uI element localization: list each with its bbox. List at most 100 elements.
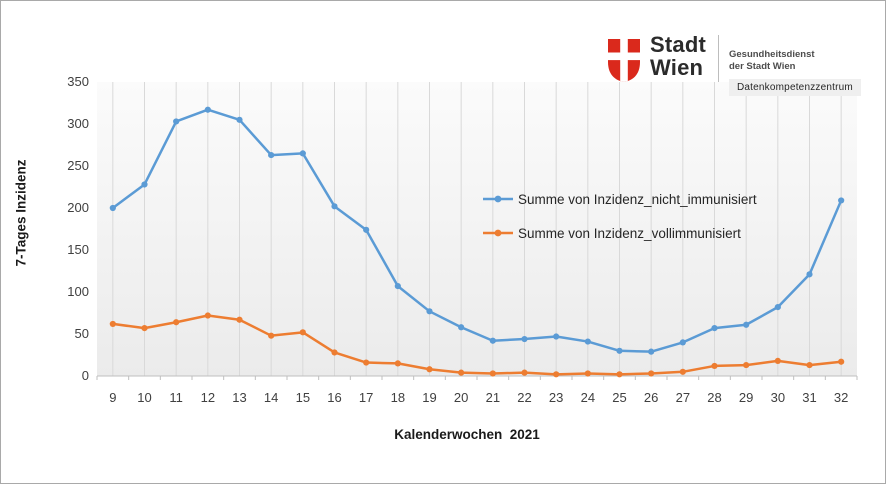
x-tick-label: 28 xyxy=(707,390,722,405)
data-point-marker xyxy=(553,333,560,340)
y-tick-label: 200 xyxy=(67,200,89,215)
legend-item-nicht-immunisiert: Summe von Inzidenz_nicht_immunisiert xyxy=(483,189,757,209)
data-point-marker xyxy=(679,368,686,375)
logo-subtitle-line-2: der Stadt Wien xyxy=(729,61,796,72)
wien-shield-icon xyxy=(608,39,640,82)
data-point-marker xyxy=(489,337,496,344)
x-tick-label: 17 xyxy=(358,390,374,405)
x-tick-label: 12 xyxy=(200,390,216,405)
logo-subtitle: Gesundheitsdienst der Stadt Wien xyxy=(729,49,861,73)
brand-line-1: Stadt xyxy=(650,32,706,57)
data-point-marker xyxy=(363,359,370,366)
data-point-marker xyxy=(743,321,750,328)
data-point-marker xyxy=(109,204,116,212)
x-tick-label: 16 xyxy=(327,390,342,405)
legend-line-marker-icon xyxy=(483,195,513,203)
data-point-marker xyxy=(236,116,243,123)
y-tick-label: 0 xyxy=(81,368,89,383)
data-point-marker xyxy=(394,283,401,290)
y-tick-label: 150 xyxy=(67,242,89,257)
data-point-marker xyxy=(838,358,845,365)
chart-legend: Summe von Inzidenz_nicht_immunisiert Sum… xyxy=(483,189,757,257)
x-tick-label: 15 xyxy=(295,390,311,405)
data-point-marker xyxy=(173,319,180,326)
legend-line-marker-icon xyxy=(483,229,513,237)
x-tick-label: 22 xyxy=(517,390,532,405)
x-tick-label: 32 xyxy=(833,390,849,405)
data-point-marker xyxy=(299,329,306,336)
logo-subtitle-line-1: Gesundheitsdienst xyxy=(729,49,815,60)
data-point-marker xyxy=(394,360,401,367)
data-point-marker xyxy=(616,347,623,354)
legend-label: Summe von Inzidenz_vollimmunisiert xyxy=(518,225,741,241)
data-point-marker xyxy=(458,369,465,376)
data-point-marker xyxy=(616,371,623,378)
brand-line-2: Wien xyxy=(650,55,704,80)
logo-badge: Datenkompetenzzentrum xyxy=(729,79,861,96)
series-line-1 xyxy=(111,314,843,376)
x-tick-label: 23 xyxy=(548,390,564,405)
x-tick-label: 31 xyxy=(802,390,817,405)
x-tick-label: 24 xyxy=(580,390,596,405)
series-line-0 xyxy=(111,108,843,353)
data-point-marker xyxy=(236,316,243,323)
y-tick-label: 50 xyxy=(74,326,89,341)
x-tick-label: 27 xyxy=(675,390,691,405)
data-point-marker xyxy=(299,150,306,157)
x-axis-title: Kalenderwochen 2021 xyxy=(394,427,540,442)
data-point-marker xyxy=(173,118,180,125)
x-tick-label: 29 xyxy=(738,390,754,405)
data-point-marker xyxy=(521,369,528,376)
data-point-marker xyxy=(806,271,813,278)
data-point-marker xyxy=(774,304,781,311)
data-point-marker xyxy=(584,370,591,377)
data-point-marker xyxy=(838,197,845,204)
x-tick-label: 21 xyxy=(485,390,501,405)
legend-label: Summe von Inzidenz_nicht_immunisiert xyxy=(518,191,757,207)
data-point-marker xyxy=(774,357,781,364)
data-point-marker xyxy=(679,339,686,346)
data-point-marker xyxy=(331,349,338,356)
data-point-marker xyxy=(268,151,275,159)
data-point-marker xyxy=(553,371,560,378)
x-tick-label: 25 xyxy=(612,390,627,405)
data-point-marker xyxy=(363,226,370,233)
data-point-marker xyxy=(711,325,718,332)
data-point-marker xyxy=(268,332,275,339)
y-tick-label: 250 xyxy=(67,158,89,173)
x-tick-label: 13 xyxy=(232,390,247,405)
data-point-marker xyxy=(109,320,116,328)
x-tick-label: 30 xyxy=(770,390,786,405)
data-point-marker xyxy=(141,181,148,188)
x-tick-label: 9 xyxy=(109,390,117,405)
data-point-marker xyxy=(648,348,655,355)
brand-wordmark: Stadt Wien xyxy=(650,33,706,79)
data-point-marker xyxy=(204,106,211,113)
data-point-marker xyxy=(648,370,655,377)
data-point-marker xyxy=(806,361,813,369)
data-point-marker xyxy=(458,324,465,331)
x-tick-label: 10 xyxy=(137,390,152,405)
data-point-marker xyxy=(204,312,211,319)
data-point-marker xyxy=(426,308,433,315)
data-point-marker xyxy=(711,362,718,370)
y-tick-label: 350 xyxy=(67,74,89,89)
data-point-marker xyxy=(141,325,148,332)
x-tick-label: 20 xyxy=(453,390,469,405)
x-tick-label: 26 xyxy=(643,390,659,405)
stadt-wien-logo: Stadt Wien Gesundheitsdienst der Stadt W… xyxy=(607,33,861,96)
data-point-marker xyxy=(584,338,591,345)
data-point-marker xyxy=(331,203,338,210)
legend-item-vollimmunisiert: Summe von Inzidenz_vollimmunisiert xyxy=(483,223,757,243)
data-point-marker xyxy=(426,366,433,373)
x-tick-label: 18 xyxy=(390,390,406,405)
x-tick-label: 11 xyxy=(169,390,183,405)
data-point-marker xyxy=(521,335,528,343)
x-tick-label: 19 xyxy=(422,390,437,405)
x-tick-label: 14 xyxy=(263,390,279,405)
y-axis-title: 7-Tages Inzidenz xyxy=(13,159,29,267)
data-point-marker xyxy=(743,361,750,369)
y-tick-label: 300 xyxy=(67,116,89,131)
